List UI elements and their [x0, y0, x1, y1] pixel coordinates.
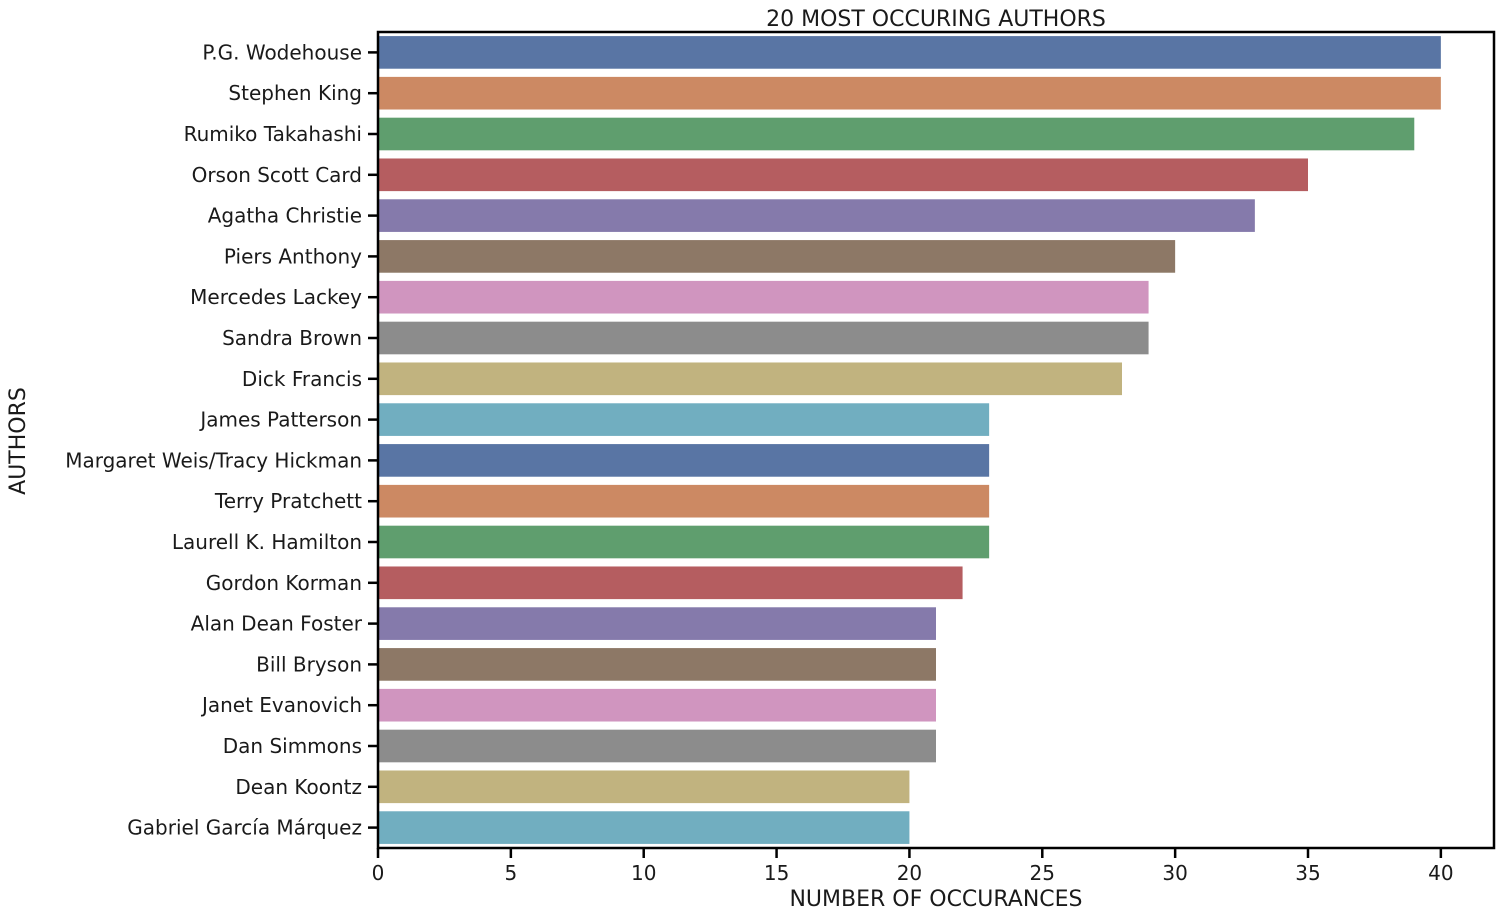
x-tick-label: 35	[1295, 861, 1320, 885]
bar	[378, 199, 1255, 232]
y-tick-label: Dick Francis	[242, 367, 362, 391]
y-tick-label: Margaret Weis/Tracy Hickman	[65, 448, 362, 472]
bar	[378, 117, 1415, 151]
y-tick-label: Orson Scott Card	[192, 163, 362, 187]
x-tick-label: 40	[1428, 861, 1453, 885]
bar	[378, 321, 1149, 355]
chart-title: 20 MOST OCCURING AUTHORS	[766, 7, 1106, 32]
y-tick-label: Piers Anthony	[224, 244, 362, 268]
y-tick-label: Alan Dean Foster	[191, 612, 363, 636]
y-tick-label: Gabriel García Márquez	[127, 816, 362, 840]
bar	[378, 648, 936, 681]
y-tick-label: James Patterson	[198, 408, 362, 432]
x-tick-label: 10	[631, 861, 656, 885]
x-axis-title: NUMBER OF OCCURANCES	[789, 887, 1082, 912]
y-tick-label: Mercedes Lackey	[190, 285, 362, 309]
y-axis-title: AUTHORS	[6, 387, 31, 495]
x-tick-label: 0	[372, 861, 385, 885]
y-axis-ticks: P.G. Wodehouse Stephen King Rumiko Takahas…	[65, 40, 378, 840]
bar	[378, 444, 990, 477]
y-tick-label: Stephen King	[228, 81, 362, 105]
bar	[378, 525, 990, 559]
bar	[378, 36, 1441, 69]
bar	[378, 158, 1308, 192]
y-tick-label: Laurell K. Hamilton	[172, 530, 362, 554]
x-tick-label: 25	[1030, 861, 1055, 885]
y-tick-label: Dean Koontz	[235, 775, 362, 799]
bar	[378, 729, 936, 763]
bar	[378, 280, 1149, 314]
x-tick-label: 5	[504, 861, 517, 885]
bar	[378, 811, 910, 844]
y-tick-label: Agatha Christie	[208, 204, 362, 228]
plot-frame	[376, 30, 1496, 850]
bars-group	[378, 36, 1441, 844]
y-tick-label: Bill Bryson	[256, 652, 362, 676]
y-tick-label: P.G. Wodehouse	[202, 40, 362, 64]
bar	[378, 403, 990, 436]
x-tick-label: 30	[1162, 861, 1187, 885]
x-axis-ticks: 0 5 10 15 20 25 30 35 40	[372, 848, 1454, 885]
bar	[378, 607, 936, 640]
y-tick-label: Sandra Brown	[222, 326, 362, 350]
y-tick-label: Terry Pratchett	[214, 489, 362, 513]
x-tick-label: 15	[764, 861, 789, 885]
y-tick-label: Janet Evanovich	[200, 693, 362, 717]
y-tick-label: Rumiko Takahashi	[184, 122, 362, 146]
bar	[378, 688, 936, 722]
y-tick-label: Gordon Korman	[206, 571, 362, 595]
bar	[378, 76, 1441, 110]
bar	[378, 770, 910, 804]
bar	[378, 484, 990, 518]
bar	[378, 240, 1176, 273]
bar	[378, 566, 963, 600]
y-tick-label: Dan Simmons	[223, 734, 362, 758]
bar	[378, 362, 1122, 396]
x-tick-label: 20	[897, 861, 922, 885]
